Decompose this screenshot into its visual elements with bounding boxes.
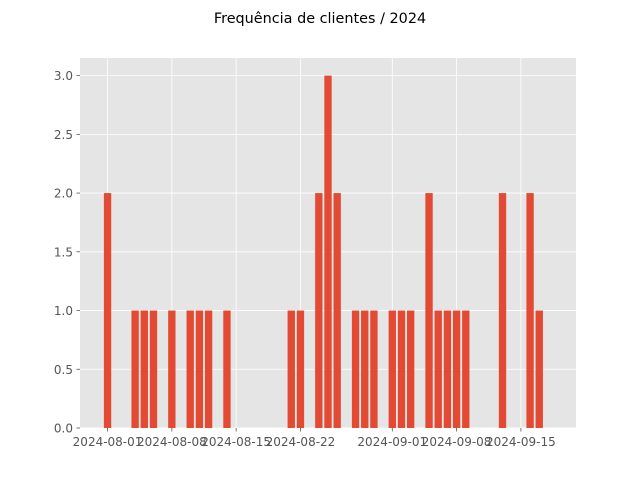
bar [388,310,396,428]
y-tick-label: 2.5 [54,128,73,142]
bar [361,310,369,428]
y-tick-label: 1.0 [54,304,73,318]
bar [452,310,461,428]
y-tick-label: 2.0 [54,187,73,201]
bar [370,310,378,428]
bar [204,310,213,428]
chart-title: Frequência de clientes / 2024 [214,11,426,27]
bar [397,310,406,428]
bar [186,310,194,428]
bar [168,310,176,428]
x-tick-label: 2024-09-08 [422,435,492,449]
bar [149,310,158,428]
bar [195,310,204,428]
bar [333,193,341,428]
x-tick-label: 2024-09-01 [357,435,427,449]
bar [535,310,543,428]
bar [103,193,112,428]
y-tick-label: 3.0 [54,69,73,83]
x-tick-label: 2024-08-15 [201,435,271,449]
bar [131,310,139,428]
bar [498,193,507,428]
x-tick-label: 2024-09-15 [486,435,556,449]
x-tick-label: 2024-08-01 [73,435,143,449]
x-tick-label: 2024-08-08 [137,435,207,449]
plot-area: 0.0 0.5 1.0 1.5 2.0 2.5 3.0 2024-08-012024-08-0… [54,58,576,449]
bar [526,193,534,428]
bar [351,310,360,428]
bar [315,193,323,428]
bar [462,310,470,428]
y-tick-label: 1.5 [54,245,73,259]
x-tick-label: 2024-08-22 [266,435,336,449]
bar [443,310,452,428]
bar [406,310,415,428]
bar [223,310,231,428]
bar [296,310,305,428]
y-tick-label: 0.0 [54,422,73,436]
bar [324,75,332,428]
bar [140,310,148,428]
bar [425,193,433,428]
bar [434,310,442,428]
bar [287,310,295,428]
y-tick-label: 0.5 [54,363,73,377]
